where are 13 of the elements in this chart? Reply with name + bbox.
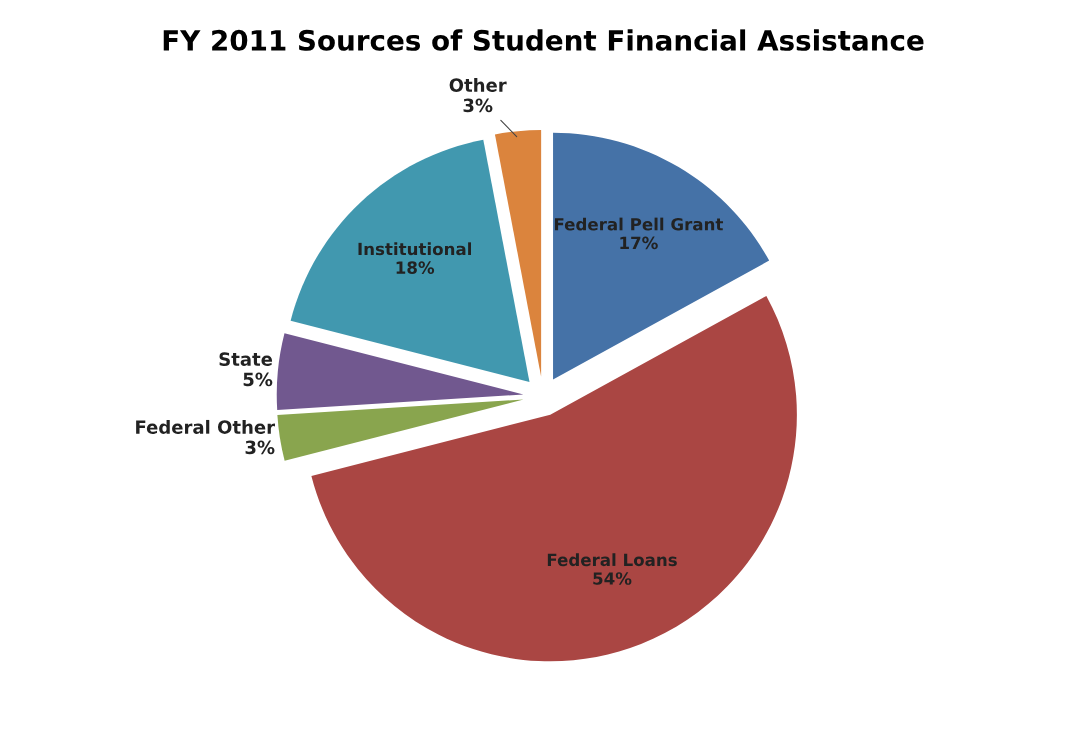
slice-label: State (219, 352, 273, 366)
data-label: 3% (463, 98, 493, 113)
slice-label: Other (449, 77, 507, 92)
slice-label: Federal Loans (547, 553, 677, 567)
data-label: 3% (245, 440, 275, 455)
data-label: 5% (243, 372, 273, 387)
data-label: 17% (620, 236, 658, 250)
data-label: 18% (396, 261, 435, 274)
data-label: 54% (593, 572, 632, 585)
chart-title: FY 2011 Sources of Student Financial Assistance (163, 29, 924, 51)
slice-label: Federal Other (136, 419, 275, 434)
slice-label: Federal Pell Grant (554, 217, 724, 231)
slice-label: Institutional (358, 242, 472, 256)
